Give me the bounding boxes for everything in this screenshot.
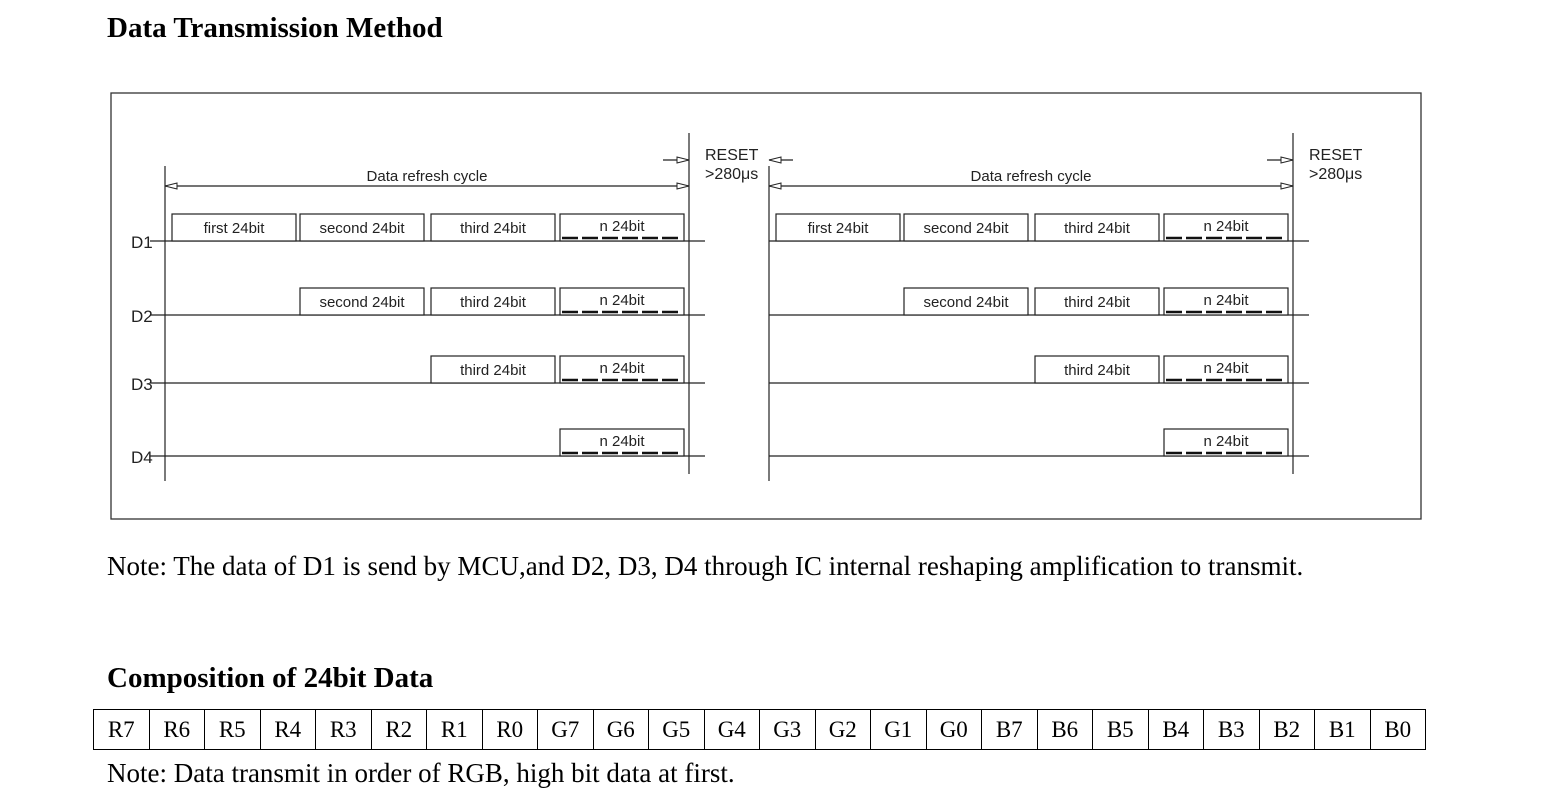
bit-cell: R6 bbox=[148, 709, 205, 750]
bit-cell: B0 bbox=[1369, 709, 1426, 750]
bit-composition-table: R7 R6 R5 R4 R3 R2 R1 R0 G7 G6 G5 G4 G3 G2 G1 G0 B7 B6 B5 B4… bbox=[93, 709, 1426, 750]
bit-cell: B5 bbox=[1092, 709, 1149, 750]
cycle-1-block-second bbox=[299, 287, 425, 316]
bit-cell: R1 bbox=[426, 709, 483, 750]
cycle-2-block-label: n 24bit bbox=[1203, 292, 1249, 309]
bit-cell: B3 bbox=[1203, 709, 1260, 750]
bit-cell: B7 bbox=[981, 709, 1038, 750]
cycle-1-block-label: n 24bit bbox=[599, 360, 645, 377]
page-title: Data Transmission Method bbox=[107, 12, 443, 44]
cycle-2-arrowhead-left bbox=[768, 182, 782, 190]
cycle-2-block-label: first 24bit bbox=[808, 220, 870, 237]
cycle-1-reset-arrowhead bbox=[676, 156, 690, 164]
cycle-2-block-n bbox=[1163, 355, 1289, 384]
cycle-2-block-n bbox=[1163, 428, 1289, 457]
cycle-2-arrowhead-right bbox=[1280, 182, 1294, 190]
cycle-1-block-label: third 24bit bbox=[460, 362, 527, 379]
cycle-1-arrowhead-left bbox=[164, 182, 178, 190]
cycle-1-block-label: second 24bit bbox=[319, 220, 405, 237]
cycle-1-block-label: n 24bit bbox=[599, 433, 645, 450]
cycle-1-block-n bbox=[559, 428, 685, 457]
signal-label-d2: D2 bbox=[131, 307, 153, 326]
bit-cell: G0 bbox=[925, 709, 982, 750]
bit-cell: R0 bbox=[481, 709, 538, 750]
composition-title: Composition of 24bit Data bbox=[107, 662, 434, 694]
cycle-1-block-second bbox=[299, 213, 425, 242]
cycle-2-block-third bbox=[1034, 355, 1160, 384]
cycle-1-block-label: n 24bit bbox=[599, 292, 645, 309]
cycle-2-block-label: n 24bit bbox=[1203, 360, 1249, 377]
bit-cell: B4 bbox=[1147, 709, 1204, 750]
cycle-1-block-first bbox=[171, 213, 297, 242]
cycle-2-block-label: third 24bit bbox=[1064, 362, 1131, 379]
cycle-1-block-label: first 24bit bbox=[204, 220, 266, 237]
bit-row: R7 R6 R5 R4 R3 R2 R1 R0 G7 G6 G5 G4 G3 G2 G1 G0 B7 B6 B5 B4… bbox=[93, 709, 1426, 750]
cycle-2-block-label: second 24bit bbox=[923, 220, 1009, 237]
cycle-1-block-label: second 24bit bbox=[319, 294, 405, 311]
bit-cell: R5 bbox=[204, 709, 261, 750]
signal-label-d3: D3 bbox=[131, 375, 153, 394]
cycle-2-block-n bbox=[1163, 213, 1289, 242]
bit-cell: G3 bbox=[759, 709, 816, 750]
composition-note: Note: Data transmit in order of RGB, hig… bbox=[107, 758, 735, 788]
cycle-2-block-label: n 24bit bbox=[1203, 433, 1249, 450]
cycle-2-block-label: n 24bit bbox=[1203, 218, 1249, 235]
cycle-1-block-label: third 24bit bbox=[460, 220, 527, 237]
bit-cell: R2 bbox=[370, 709, 427, 750]
bit-cell: R4 bbox=[259, 709, 316, 750]
cycle-1-block-third bbox=[430, 287, 556, 316]
cycle-2-block-third bbox=[1034, 213, 1160, 242]
bit-cell: R3 bbox=[315, 709, 372, 750]
cycle-1-cycle-label: Data refresh cycle bbox=[367, 168, 488, 185]
cycle-1-arrowhead-right bbox=[676, 182, 690, 190]
cycle-2-block-third bbox=[1034, 287, 1160, 316]
cycle-2-block-label: third 24bit bbox=[1064, 220, 1131, 237]
bit-cell: B1 bbox=[1314, 709, 1371, 750]
bit-cell: G6 bbox=[592, 709, 649, 750]
cycle-1-reset-label: RESET bbox=[705, 147, 759, 164]
signal-label-d1: D1 bbox=[131, 233, 153, 252]
cycle-1-block-third bbox=[430, 213, 556, 242]
cycle-2-block-label: second 24bit bbox=[923, 294, 1009, 311]
bit-cell: B2 bbox=[1258, 709, 1315, 750]
cycle-2-cycle-label: Data refresh cycle bbox=[971, 168, 1092, 185]
bit-cell: R7 bbox=[93, 709, 150, 750]
cycle-1-block-label: third 24bit bbox=[460, 294, 527, 311]
bit-cell: G5 bbox=[648, 709, 705, 750]
cycle-2-reset-arrowhead bbox=[1280, 156, 1294, 164]
cycle-2-reset-label: RESET bbox=[1309, 147, 1363, 164]
bit-cell: G4 bbox=[703, 709, 760, 750]
cycle-1-block-label: n 24bit bbox=[599, 218, 645, 235]
diagram-note: Note: The data of D1 is send by MCU,and … bbox=[107, 551, 1304, 581]
cycle-1-block-n bbox=[559, 355, 685, 384]
bit-cell: G1 bbox=[870, 709, 927, 750]
cycle-2-block-second bbox=[903, 213, 1029, 242]
signal-label-d4: D4 bbox=[131, 448, 153, 467]
bit-cell: B6 bbox=[1036, 709, 1093, 750]
cycle-1-reset-time: >280μs bbox=[705, 166, 758, 183]
cycle-2-block-second bbox=[903, 287, 1029, 316]
cycle-1-block-n bbox=[559, 213, 685, 242]
cycle-2-reset-return-arrowhead bbox=[768, 156, 782, 164]
bit-cell: G2 bbox=[814, 709, 871, 750]
cycle-1-block-third bbox=[430, 355, 556, 384]
cycle-1-block-n bbox=[559, 287, 685, 316]
data-transmission-diagram: D1 D2 D3 D4 Data refresh cycle first 24bit sec… bbox=[110, 92, 1422, 520]
cycle-2-block-first bbox=[775, 213, 901, 242]
cycle-2-block-n bbox=[1163, 287, 1289, 316]
diagram-frame bbox=[110, 92, 1422, 520]
bit-cell: G7 bbox=[537, 709, 594, 750]
cycle-2-block-label: third 24bit bbox=[1064, 294, 1131, 311]
cycle-2-reset-time: >280μs bbox=[1309, 166, 1362, 183]
